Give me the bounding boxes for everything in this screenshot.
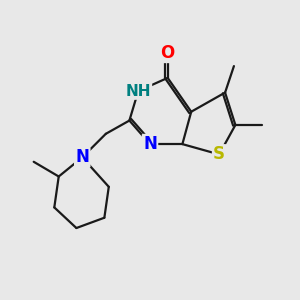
Text: N: N xyxy=(143,135,157,153)
Text: O: O xyxy=(160,44,175,62)
Text: N: N xyxy=(75,148,89,166)
Text: S: S xyxy=(213,146,225,164)
Text: NH: NH xyxy=(125,84,151,99)
